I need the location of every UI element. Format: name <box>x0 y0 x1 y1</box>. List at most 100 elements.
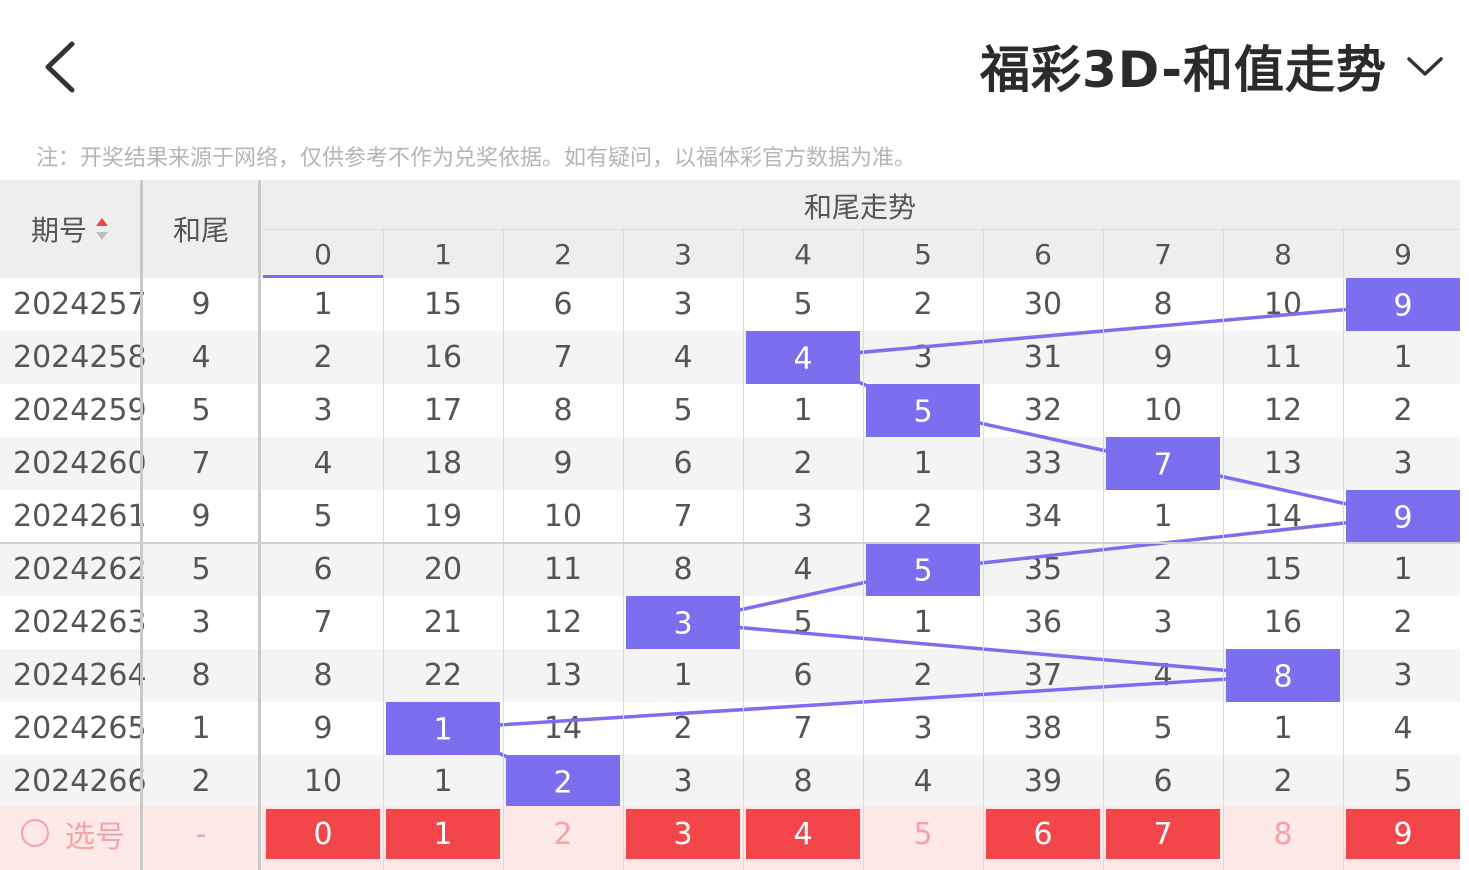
trend-cell: 10 <box>1143 393 1183 428</box>
trend-cell: 2 <box>1393 393 1413 428</box>
trend-cell: 13 <box>1263 446 1303 481</box>
trend-cell: 18 <box>423 446 463 481</box>
lottery-type-selector[interactable]: 福彩3D-和值走势 <box>980 26 1445 106</box>
tail-cell: 9 <box>191 499 211 534</box>
trend-cell: 5 <box>673 393 693 428</box>
trend-hit-cell: 9 <box>1346 490 1460 543</box>
tail-cell: 7 <box>191 446 211 481</box>
trend-cell: 2 <box>313 340 333 375</box>
trend-cell: 1 <box>433 764 453 799</box>
trend-cell: 33 <box>1023 446 1063 481</box>
trend-cell: 5 <box>1153 711 1173 746</box>
period-cell: 2024265 <box>13 711 147 746</box>
digit-header-5: 5 <box>914 237 932 271</box>
trend-cell: 36 <box>1023 605 1063 640</box>
period-column-header: 期号 <box>30 214 87 247</box>
trend-cell: 19 <box>423 499 463 534</box>
trend-cell: 1 <box>1153 499 1173 534</box>
trend-cell: 4 <box>793 552 813 587</box>
trend-cell: 6 <box>673 446 693 481</box>
select-digit-7[interactable]: 7 <box>1106 809 1220 859</box>
trend-cell: 3 <box>913 711 933 746</box>
table-row: 2024266 2 10 1 2 3 8 4 39 6 2 5 <box>0 755 1460 808</box>
tail-cell: 9 <box>191 287 211 322</box>
back-button[interactable] <box>36 36 92 96</box>
digit-divider <box>863 230 864 870</box>
period-cell: 2024263 <box>13 605 147 640</box>
digit-divider <box>623 230 624 870</box>
table-row: 2024261 9 5 19 10 7 3 2 34 1 14 9 <box>0 490 1460 543</box>
trend-cell: 10 <box>303 764 343 799</box>
divider-tail <box>258 180 261 870</box>
trend-cell: 12 <box>543 605 583 640</box>
trend-cell: 6 <box>1153 764 1173 799</box>
trend-cell: 17 <box>423 393 463 428</box>
radio-circle-icon <box>21 819 49 847</box>
trend-cell: 4 <box>913 764 933 799</box>
digit-header-2: 2 <box>554 237 572 271</box>
trend-cell: 8 <box>673 552 693 587</box>
trend-cell: 14 <box>543 711 583 746</box>
chevron-left-icon <box>45 41 75 93</box>
trend-cell: 5 <box>793 605 813 640</box>
page-title: 福彩3D-和值走势 <box>980 41 1387 99</box>
trend-cell: 30 <box>1023 287 1063 322</box>
select-digit-9[interactable]: 9 <box>1346 809 1460 859</box>
trend-cell: 1 <box>313 287 333 322</box>
digit-header-9: 9 <box>1394 237 1412 271</box>
trend-cell: 31 <box>1023 340 1063 375</box>
chevron-down-icon <box>1407 57 1443 76</box>
tail-cell: 8 <box>191 658 211 693</box>
trend-cell: 9 <box>1153 340 1173 375</box>
trend-cell: 8 <box>553 393 573 428</box>
trend-cell: 3 <box>793 499 813 534</box>
selection-radio[interactable] <box>20 818 50 848</box>
sort-arrows-icon[interactable] <box>93 215 111 243</box>
trend-cell: 20 <box>423 552 463 587</box>
select-digit-0[interactable]: 0 <box>266 809 380 859</box>
select-digit-5[interactable]: 5 <box>913 816 933 852</box>
trend-cell: 4 <box>673 340 693 375</box>
scroll-edge <box>1460 180 1469 870</box>
digit-header-underline <box>263 275 383 278</box>
divider-period <box>140 180 143 870</box>
tail-cell: 1 <box>191 711 211 746</box>
trend-cell: 9 <box>553 446 573 481</box>
select-digit-6[interactable]: 6 <box>986 809 1100 859</box>
select-digit-3[interactable]: 3 <box>626 809 740 859</box>
select-digit-4[interactable]: 4 <box>746 809 860 859</box>
digit-divider <box>383 230 384 870</box>
digit-header-1: 1 <box>434 237 452 271</box>
digit-header-7: 7 <box>1154 237 1172 271</box>
trend-cell: 3 <box>673 287 693 322</box>
trend-cell: 1 <box>793 393 813 428</box>
trend-cell: 8 <box>793 764 813 799</box>
digit-header-6: 6 <box>1034 237 1052 271</box>
select-digit-8[interactable]: 8 <box>1273 816 1293 852</box>
period-cell: 2024257 <box>13 287 147 322</box>
digit-header-4: 4 <box>794 237 812 271</box>
trend-cell: 10 <box>543 499 583 534</box>
trend-cell: 7 <box>673 499 693 534</box>
disclaimer-note: 注：开奖结果来源于网络，仅供参考不作为兑奖依据。如有疑问，以福体彩官方数据为准。 <box>36 146 917 171</box>
trend-cell: 3 <box>313 393 333 428</box>
digit-divider <box>1343 230 1344 870</box>
period-header-cell[interactable]: 期号 <box>0 180 142 278</box>
trend-hit-cell: 3 <box>626 596 740 649</box>
trend-hit-cell: 7 <box>1106 437 1220 490</box>
period-cell: 2024262 <box>13 552 147 587</box>
trend-cell: 22 <box>423 658 463 693</box>
select-digit-1[interactable]: 1 <box>386 809 500 859</box>
trend-cell: 1 <box>1393 552 1413 587</box>
trend-cell: 10 <box>1263 287 1303 322</box>
trend-cell: 3 <box>1393 446 1413 481</box>
table-row: 2024260 7 4 18 9 6 2 1 33 7 13 3 <box>0 437 1460 490</box>
trend-cell: 9 <box>313 711 333 746</box>
trend-cell: 5 <box>793 287 813 322</box>
trend-hit-cell: 5 <box>866 384 980 437</box>
table-row: 2024262 5 6 20 11 8 4 5 35 2 15 1 <box>0 543 1460 596</box>
top-bar: 福彩3D-和值走势 <box>0 0 1469 125</box>
trend-cell: 15 <box>1263 552 1303 587</box>
select-digit-2[interactable]: 2 <box>553 816 573 852</box>
